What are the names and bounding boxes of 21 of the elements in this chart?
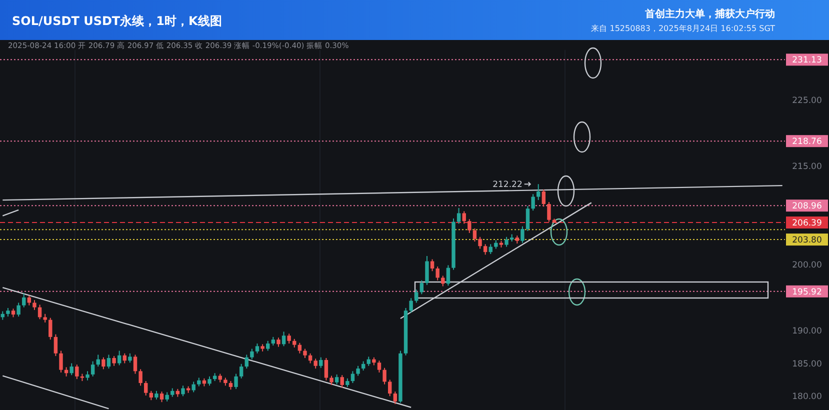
ref-line: 206.39 — [0, 216, 828, 228]
ref-line-label: 208.96 — [792, 202, 822, 212]
y-tick-label: 180.00 — [792, 392, 822, 402]
ref-line-label: 218.76 — [792, 137, 822, 148]
annotation: 212.22 — [492, 180, 522, 190]
ref-line-label: 206.39 — [792, 218, 822, 228]
text: 来自 15250883，2025年8月24日 16:02:55 SGT — [591, 24, 776, 33]
ref-line: 195.92 — [0, 285, 828, 298]
ref-line: 231.13 — [0, 54, 828, 66]
y-tick-label: 185.00 — [792, 359, 822, 370]
chart-title: SOL/USDT USDT永续，1时，K线图 — [12, 14, 222, 28]
y-tick-label: 190.00 — [792, 326, 822, 336]
ref-line-label: 231.13 — [792, 56, 822, 66]
y-tick-label: 215.00 — [792, 162, 822, 172]
y-tick-label: 200.00 — [792, 260, 822, 271]
ref-line: 218.76 — [0, 135, 828, 148]
ref-line-label: 195.92 — [792, 287, 822, 298]
chart-subtitle: 首创主力大单，捕获大户行动 — [644, 8, 775, 20]
ref-line-label: 203.80 — [792, 236, 822, 246]
y-tick-label: 225.00 — [792, 96, 822, 106]
annotation: 212.22 — [492, 180, 532, 190]
